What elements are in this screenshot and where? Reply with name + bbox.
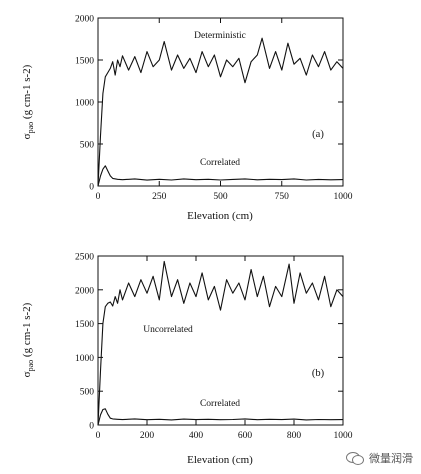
y-tick-label: 2500	[75, 253, 94, 263]
chat-bubbles-icon	[346, 451, 364, 465]
x-tick-label: 0	[96, 192, 101, 202]
y-tick-label: 1500	[75, 57, 94, 67]
watermark-text: 微量润滑	[369, 452, 413, 465]
y-tick-label: 1500	[75, 320, 94, 330]
series-line-deterministic	[97, 37, 344, 187]
x-tick-label: 750	[275, 192, 290, 202]
x-axis-title: Elevation (cm)	[187, 210, 253, 222]
y-tick-label: 1000	[75, 99, 94, 109]
y-tick-label: 2000	[75, 15, 94, 25]
series-annotation: Deterministic	[194, 31, 246, 41]
x-tick-label: 1000	[334, 431, 353, 441]
x-tick-label: 800	[287, 431, 302, 441]
y-tick-label: 500	[80, 141, 95, 151]
series-annotation: Correlated	[200, 399, 240, 409]
y-axis-title: σpao (g cm-1 s-2)	[21, 302, 35, 377]
series-line-correlated	[97, 165, 344, 187]
x-tick-label: 200	[140, 431, 155, 441]
x-tick-label: 250	[152, 192, 167, 202]
x-tick-label: 600	[238, 431, 253, 441]
chart-panel-a: 0 250 500 750 1000 0 500 1000 1500 2000 Determinis…	[21, 15, 353, 223]
y-tick-label: 500	[80, 388, 95, 398]
y-tick-label: 0	[89, 422, 94, 432]
x-tick-label: 500	[213, 192, 228, 202]
y-tick-label: 2000	[75, 286, 94, 296]
series-line-uncorrelated	[97, 260, 344, 426]
series-annotation: Correlated	[200, 158, 240, 168]
x-tick-label: 0	[96, 431, 101, 441]
watermark: 微量润滑	[346, 450, 413, 466]
panel-label: (a)	[312, 129, 324, 140]
x-tick-label: 1000	[334, 192, 353, 202]
series-line-correlated	[97, 408, 344, 426]
x-tick-label: 400	[189, 431, 204, 441]
x-axis-title: Elevation (cm)	[187, 454, 253, 466]
plot-frame	[97, 255, 344, 426]
y-axis-title: σpao (g cm-1 s-2)	[21, 64, 35, 139]
y-tick-label: 0	[89, 183, 94, 193]
y-tick-label: 1000	[75, 354, 94, 364]
panel-label: (b)	[312, 368, 325, 379]
series-annotation: Uncorrelated	[143, 325, 193, 335]
chart-panel-b: 0 200 400 600 800 1000 0 500 1000 1500 2000 2500 Unc…	[21, 253, 353, 467]
